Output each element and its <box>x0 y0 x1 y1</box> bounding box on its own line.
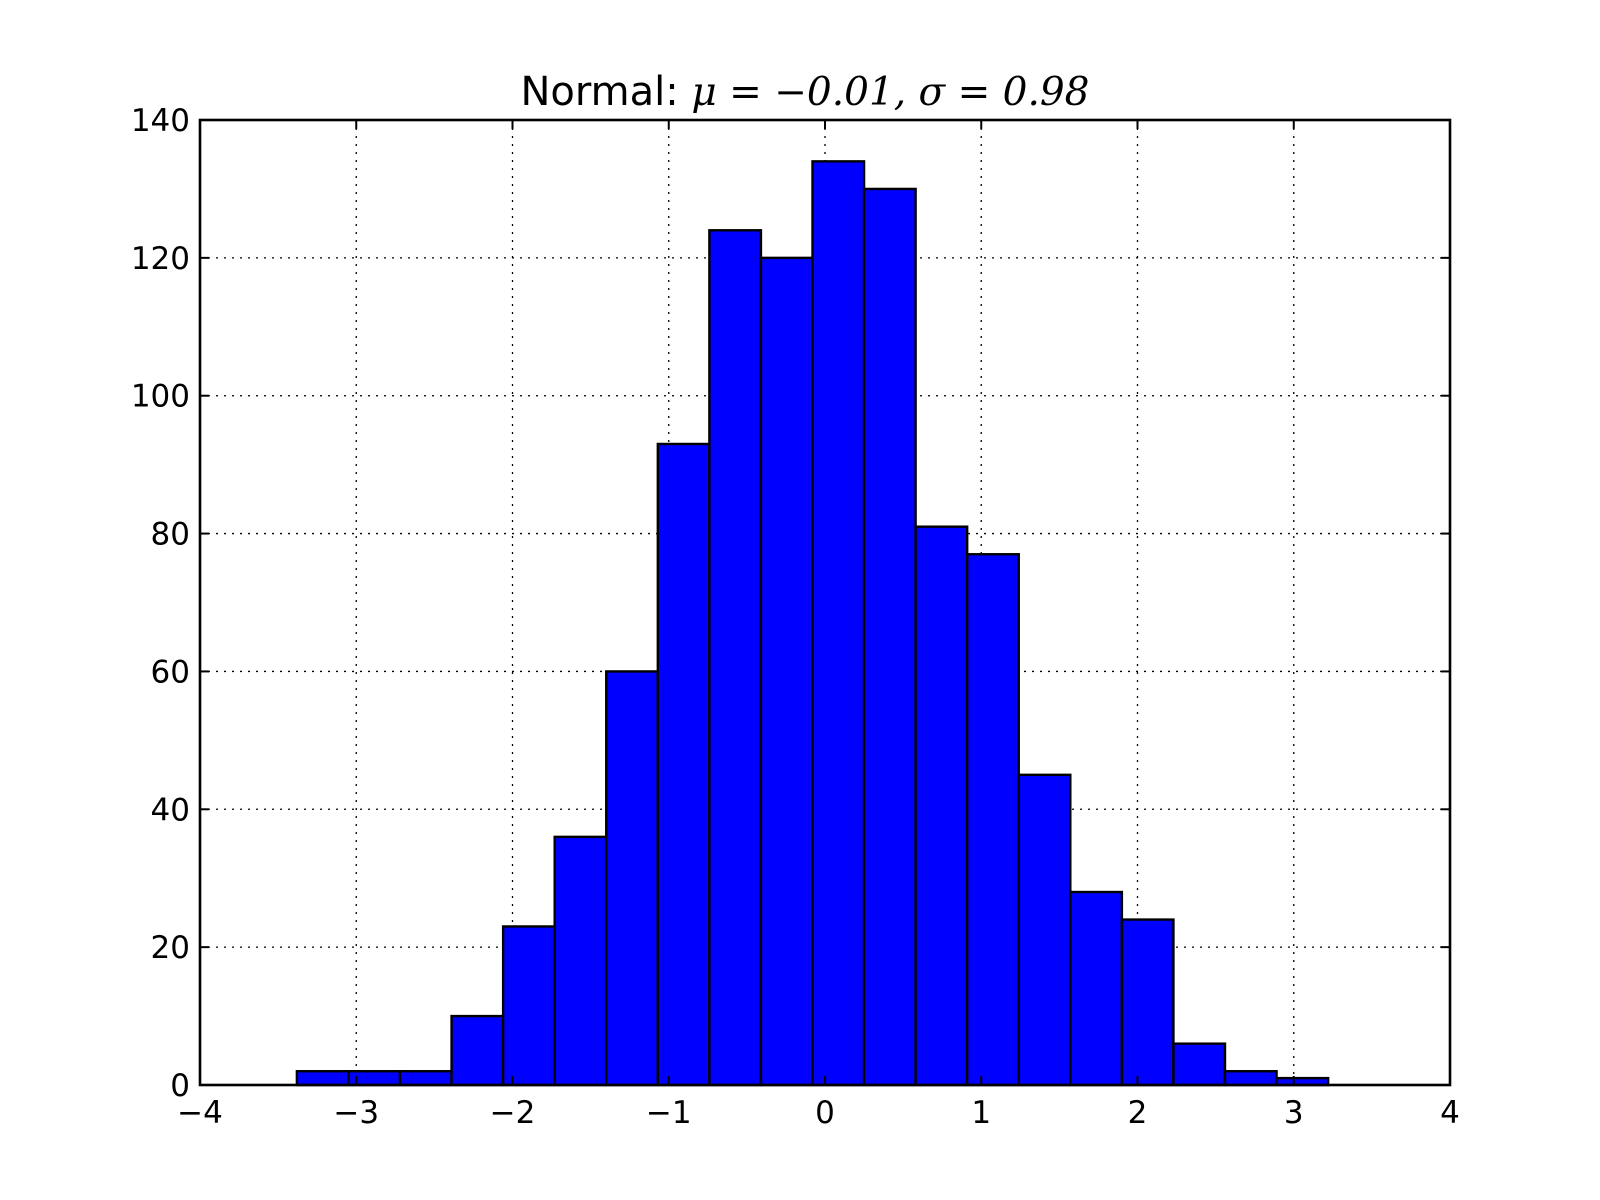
y-tick-label: 80 <box>151 517 190 553</box>
y-tick-label: 100 <box>131 379 190 415</box>
histogram-bar <box>1172 1042 1227 1087</box>
y-tick-label: 20 <box>151 930 190 966</box>
x-tick-label: −2 <box>490 1095 536 1131</box>
histogram-bars <box>295 160 1330 1087</box>
histogram-bar <box>811 160 866 1087</box>
histogram-bar <box>605 670 660 1087</box>
chart-title-math: μ = −0.01, σ = 0.98 <box>691 70 1089 115</box>
histogram-bar <box>553 835 608 1087</box>
histogram-bar <box>1069 890 1124 1087</box>
histogram-bar <box>965 553 1020 1087</box>
chart-title: Normal: μ = −0.01, σ = 0.98 <box>521 69 1090 115</box>
histogram-bar <box>759 256 814 1087</box>
x-tick-label: 1 <box>971 1095 991 1131</box>
histogram-bar <box>450 1014 505 1087</box>
y-tick-label: 60 <box>151 654 190 690</box>
histogram-bar <box>1120 918 1175 1087</box>
histogram-bar <box>398 1070 453 1087</box>
histogram-bar <box>862 187 917 1087</box>
chart-title-prefix: Normal: <box>521 69 692 115</box>
y-tick-label: 0 <box>170 1068 190 1104</box>
y-tick-label: 140 <box>131 103 190 139</box>
histogram-bar <box>708 229 763 1087</box>
x-tick-label: 0 <box>815 1095 835 1131</box>
x-tick-label: 4 <box>1440 1095 1460 1131</box>
histogram-bar <box>656 442 711 1087</box>
histogram-bar <box>295 1070 350 1087</box>
x-tick-label: −3 <box>333 1095 379 1131</box>
x-tick-label: 3 <box>1284 1095 1304 1131</box>
histogram-bar <box>1017 773 1072 1087</box>
histogram-bar <box>501 925 556 1087</box>
y-tick-label: 40 <box>151 792 190 828</box>
x-tick-label: −1 <box>646 1095 692 1131</box>
y-tick-label: 120 <box>131 241 190 277</box>
histogram-bar <box>1223 1070 1278 1087</box>
x-tick-label: −4 <box>177 1095 223 1131</box>
x-tick-label: 2 <box>1128 1095 1148 1131</box>
histogram-bar <box>914 525 969 1087</box>
